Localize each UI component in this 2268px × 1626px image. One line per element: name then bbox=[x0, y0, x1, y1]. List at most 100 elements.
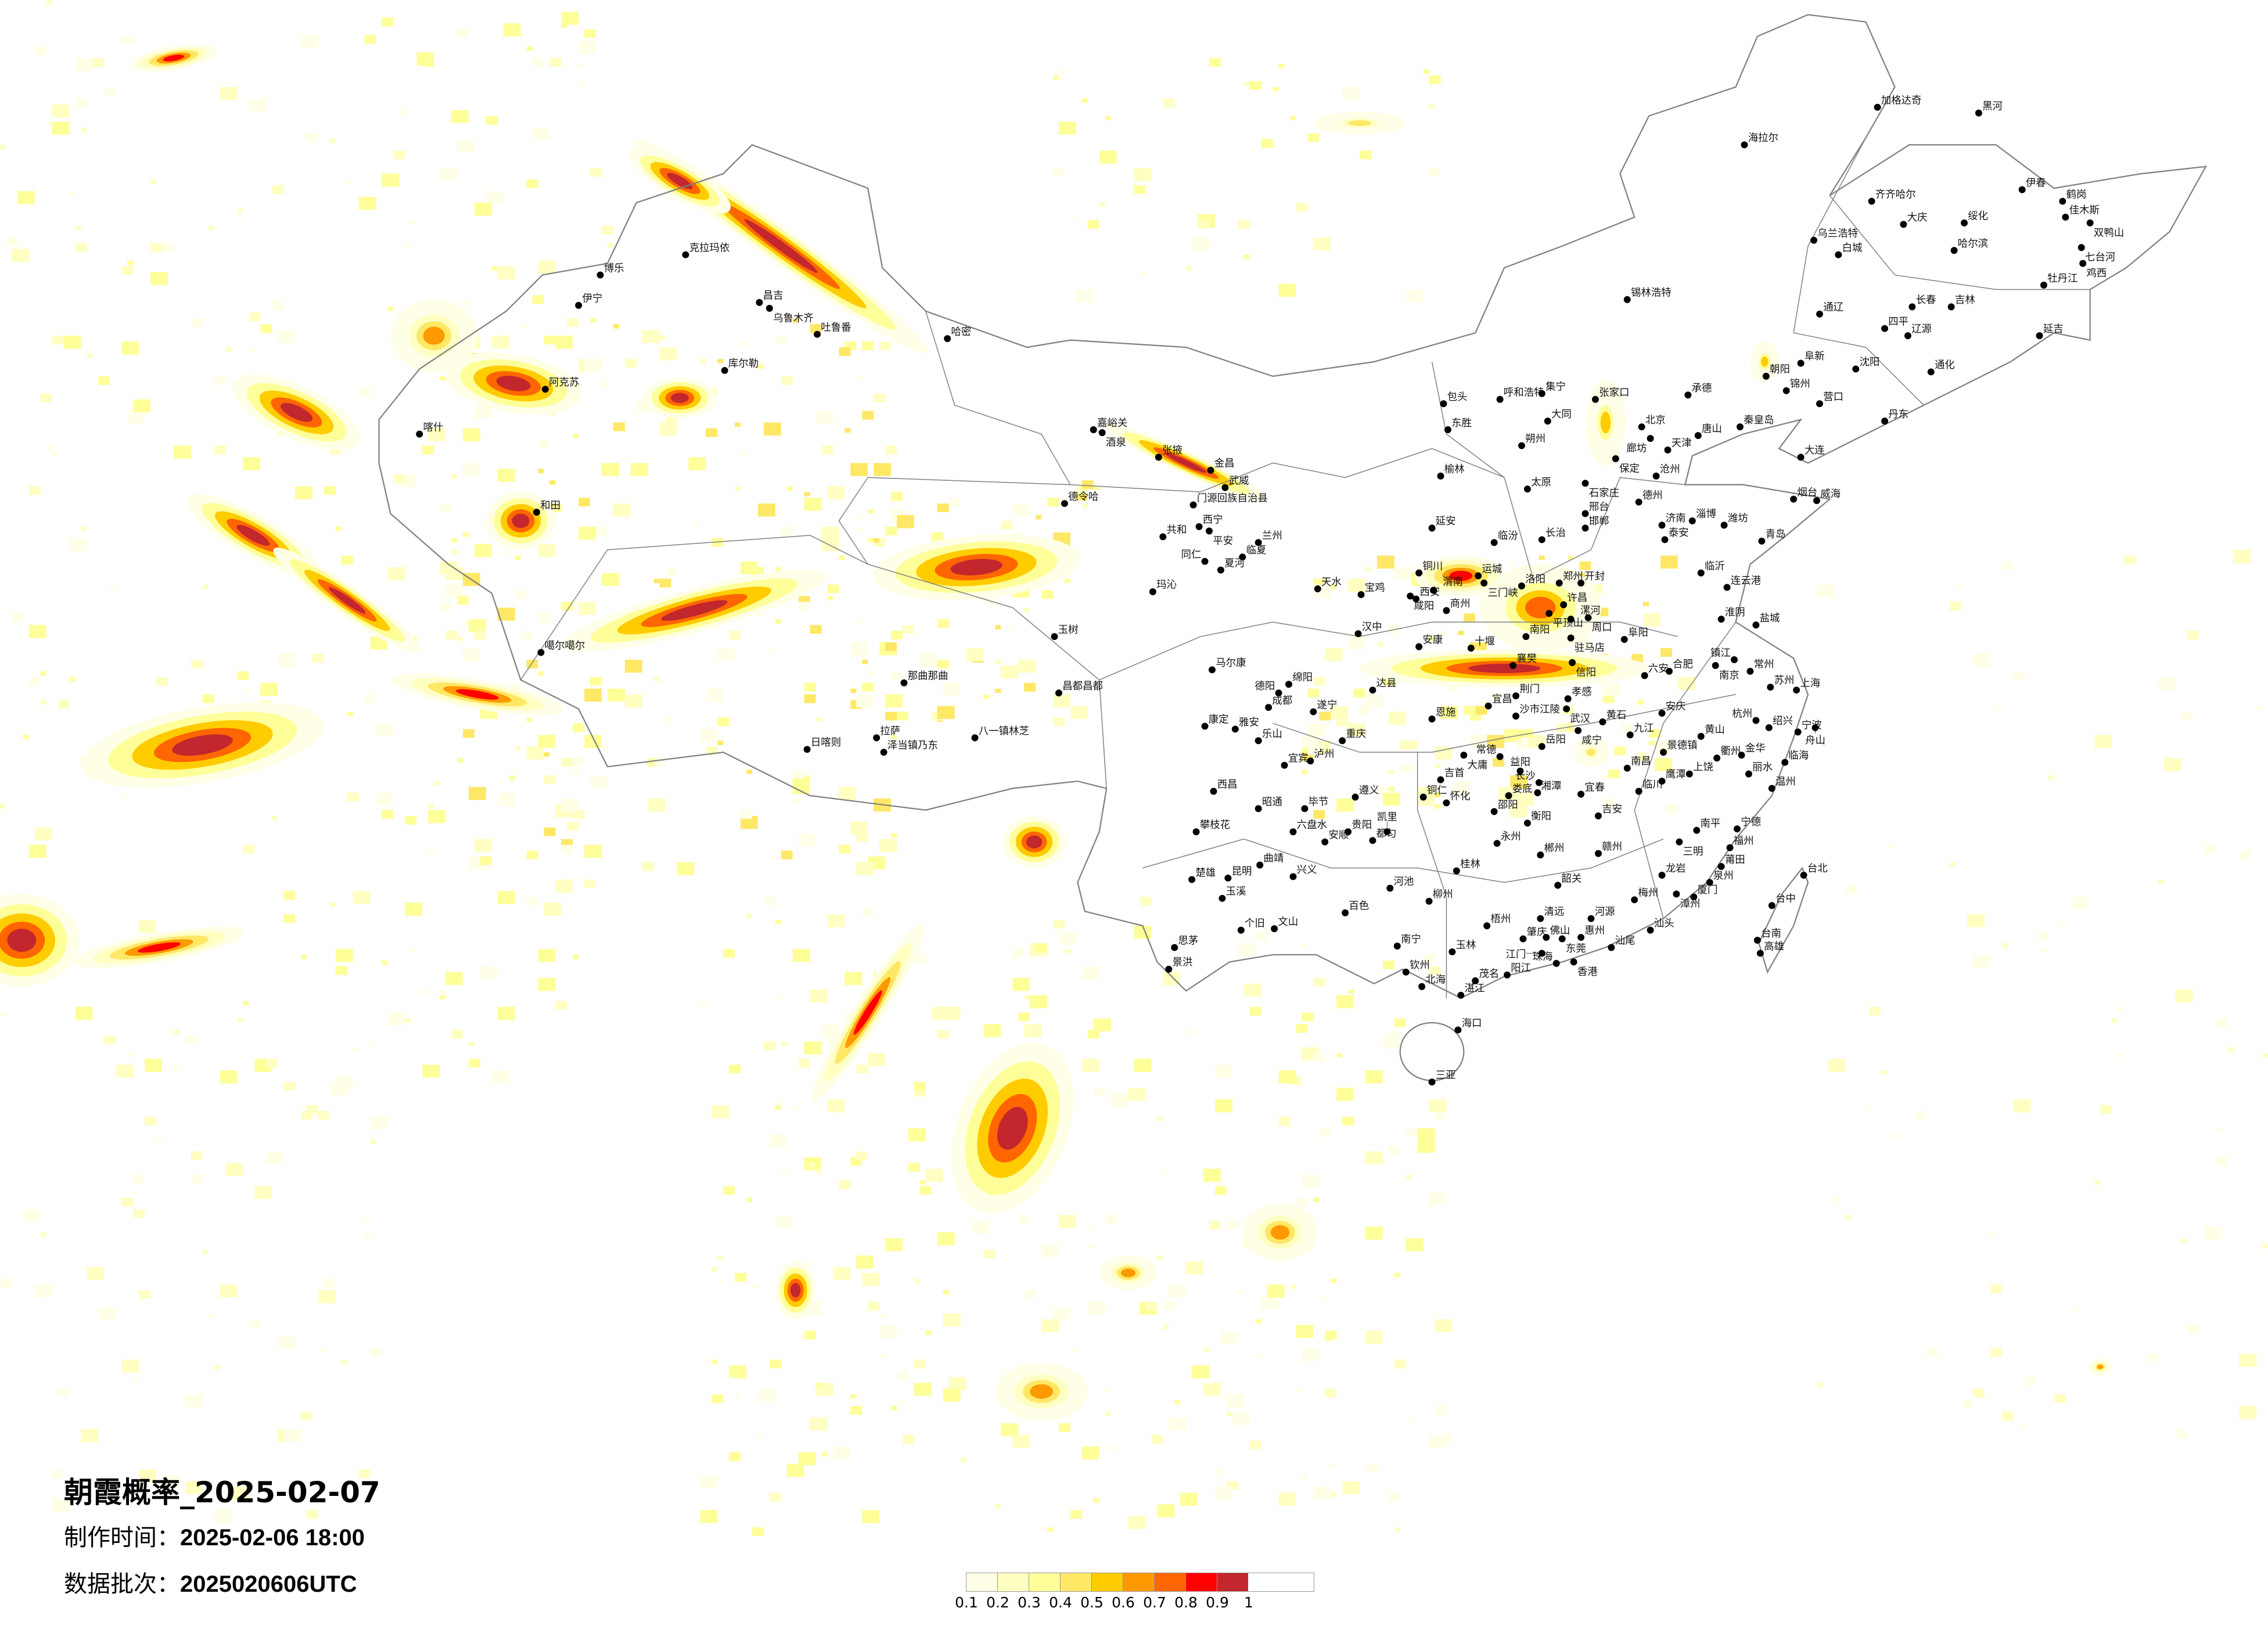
city-marker: 青岛 bbox=[1758, 529, 1785, 545]
probability-patch bbox=[1587, 749, 1595, 756]
probability-cell bbox=[1429, 104, 1435, 109]
probability-cell bbox=[948, 498, 961, 507]
city-marker: 博乐 bbox=[596, 262, 624, 279]
country-borders bbox=[378, 14, 2207, 1081]
city-dot-icon bbox=[1620, 636, 1628, 643]
probability-cell bbox=[1406, 1418, 1412, 1422]
probability-cell bbox=[1087, 1226, 1094, 1231]
probability-cell bbox=[868, 671, 874, 676]
probability-cell bbox=[440, 995, 446, 1000]
city-label: 库尔勒 bbox=[728, 358, 759, 370]
city-marker: 个旧 bbox=[1237, 918, 1265, 934]
probability-cell bbox=[515, 590, 527, 599]
probability-cell bbox=[1186, 1030, 1192, 1035]
probability-cell bbox=[46, 121, 52, 127]
city-marker: 合肥 bbox=[1665, 659, 1693, 675]
city-marker: 哈密 bbox=[944, 326, 971, 343]
city-marker: 娄底 bbox=[1505, 783, 1533, 800]
city-marker: 宝鸡 bbox=[1357, 582, 1385, 598]
probability-patch bbox=[496, 376, 531, 391]
legend-swatch bbox=[1123, 1573, 1155, 1591]
probability-cell bbox=[364, 35, 376, 44]
city-dot-icon bbox=[1475, 572, 1482, 580]
city-marker: 汕尾 bbox=[1608, 935, 1635, 951]
probability-cell bbox=[769, 648, 775, 653]
probability-cell bbox=[1128, 1088, 1146, 1101]
probability-cell bbox=[451, 110, 469, 124]
probability-cell bbox=[1053, 920, 1065, 929]
legend-tick: 0.6 bbox=[1112, 1594, 1135, 1611]
city-label: 三门峡 bbox=[1487, 587, 1518, 599]
city-label: 百色 bbox=[1349, 901, 1369, 912]
probability-cell bbox=[1053, 168, 1065, 177]
probability-cell bbox=[75, 57, 93, 71]
probability-cell bbox=[376, 793, 394, 806]
probability-patch bbox=[1600, 411, 1611, 434]
city-dot-icon bbox=[1797, 359, 1805, 367]
probability-cell bbox=[1915, 1111, 1927, 1120]
probability-cell bbox=[1816, 584, 1834, 598]
probability-cell bbox=[52, 104, 70, 118]
probability-cell bbox=[862, 908, 874, 918]
probability-cell bbox=[1058, 69, 1065, 74]
probability-cell bbox=[1203, 1168, 1221, 1182]
legend-swatch bbox=[1029, 1573, 1061, 1591]
city-marker: 达县 bbox=[1369, 678, 1397, 694]
city-marker: 潍坊 bbox=[1720, 513, 1748, 529]
city-marker: 三明 bbox=[1676, 838, 1703, 858]
city-label: 三亚 bbox=[1436, 1070, 1456, 1081]
city-dot-icon bbox=[1357, 591, 1365, 598]
city-label: 伊春 bbox=[2026, 177, 2046, 189]
probability-cell bbox=[145, 1116, 156, 1125]
city-label: 德阳 bbox=[1255, 681, 1275, 692]
probability-cell bbox=[0, 1278, 12, 1287]
probability-cell bbox=[897, 1371, 908, 1380]
city-marker: 东莞 bbox=[1558, 935, 1586, 955]
city-marker: 昌都昌都 bbox=[1055, 681, 1103, 697]
probability-cell bbox=[486, 191, 504, 204]
city-dot-icon bbox=[1638, 423, 1645, 431]
probability-cell bbox=[624, 660, 642, 673]
color-legend: 0.1 0.2 0.3 0.4 0.5 0.6 0.7 0.8 0.9 1 bbox=[955, 1573, 1314, 1613]
probability-cell bbox=[1429, 168, 1441, 177]
probability-patch bbox=[1030, 1384, 1054, 1399]
city-dot-icon bbox=[1570, 958, 1577, 966]
probability-cell bbox=[804, 682, 816, 692]
probability-cell bbox=[1406, 1174, 1412, 1179]
city-marker: 临沂 bbox=[1697, 560, 1725, 577]
probability-cell bbox=[839, 555, 845, 560]
city-dot-icon bbox=[1393, 942, 1401, 950]
city-label: 泉州 bbox=[1713, 870, 1734, 882]
probability-cell bbox=[474, 631, 486, 640]
probability-cell bbox=[1024, 995, 1030, 1000]
legend-tick: 0.8 bbox=[1174, 1594, 1198, 1611]
city-label: 赣州 bbox=[1602, 841, 1622, 853]
city-dot-icon bbox=[1490, 808, 1498, 815]
city-marker: 成都 bbox=[1265, 695, 1292, 711]
probability-cell bbox=[1169, 1284, 1187, 1298]
city-dot-icon bbox=[1745, 770, 1752, 778]
probability-cell bbox=[451, 549, 457, 555]
city-marker: 咸宁 bbox=[1575, 727, 1602, 746]
probability-cell bbox=[613, 503, 631, 517]
probability-cell bbox=[538, 613, 550, 623]
probability-cell bbox=[2216, 1157, 2228, 1166]
city-marker: 四平 bbox=[1881, 316, 1908, 332]
city-marker: 保定 bbox=[1612, 455, 1640, 474]
city-label: 咸宁 bbox=[1582, 735, 1602, 746]
probability-cell bbox=[1649, 740, 1655, 745]
probability-cell bbox=[607, 688, 625, 702]
probability-cell bbox=[1348, 723, 1365, 737]
city-marker: 玛沁 bbox=[1149, 580, 1177, 595]
city-dot-icon bbox=[1658, 778, 1666, 785]
city-marker: 梧州 bbox=[1483, 913, 1511, 930]
probability-cell bbox=[723, 1186, 735, 1195]
probability-cell bbox=[538, 735, 556, 748]
city-dot-icon bbox=[1307, 757, 1314, 765]
probability-cell bbox=[700, 1510, 718, 1523]
probability-cell bbox=[1423, 69, 1429, 74]
city-marker: 绍兴 bbox=[1765, 715, 1793, 732]
city-marker: 襄樊 bbox=[1509, 653, 1537, 669]
city-dot-icon bbox=[971, 734, 979, 742]
